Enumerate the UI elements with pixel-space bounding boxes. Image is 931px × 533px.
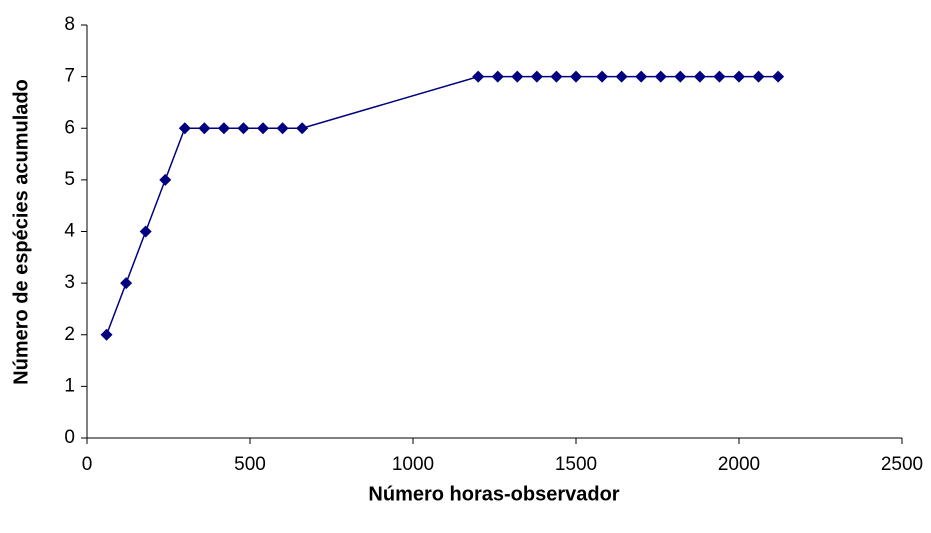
marker <box>733 70 745 83</box>
marker <box>100 328 113 341</box>
x-axis-label: Número horas-observador <box>368 483 619 505</box>
marker <box>674 70 687 83</box>
x-tick-label: 2000 <box>718 454 760 475</box>
x-tick-label: 0 <box>82 454 93 475</box>
x-tick-label: 500 <box>234 454 266 475</box>
y-tick-label: 3 <box>64 272 75 293</box>
y-tick-label: 0 <box>64 427 75 448</box>
marker <box>570 70 582 83</box>
marker <box>550 70 563 83</box>
marker <box>635 70 648 83</box>
y-axis-label: Número de espécies acumulado <box>10 79 32 385</box>
marker <box>159 173 172 186</box>
marker <box>654 70 667 83</box>
y-tick-label: 5 <box>64 169 75 190</box>
series-line <box>105 75 779 336</box>
marker <box>120 277 133 290</box>
marker <box>511 70 524 83</box>
y-tick-label: 8 <box>64 14 75 35</box>
marker <box>139 225 152 238</box>
marker <box>237 122 250 135</box>
marker <box>491 70 504 83</box>
y-tick-label: 1 <box>64 375 75 396</box>
marker <box>615 70 628 83</box>
marker <box>752 70 765 83</box>
x-tick-label: 1500 <box>555 454 597 475</box>
marker <box>530 70 543 83</box>
marker <box>178 122 191 135</box>
marker <box>198 122 211 135</box>
marker <box>296 122 309 135</box>
x-tick-label: 2500 <box>881 454 923 475</box>
y-tick-label: 2 <box>64 324 75 345</box>
y-tick-label: 6 <box>64 117 75 138</box>
marker <box>472 70 485 83</box>
marker <box>772 70 785 83</box>
marker <box>596 70 609 83</box>
marker <box>693 70 706 83</box>
y-tick-label: 7 <box>64 66 75 87</box>
marker <box>713 70 726 83</box>
y-tick-label: 4 <box>64 221 75 242</box>
marker <box>217 122 230 135</box>
x-tick-label: 1000 <box>392 454 434 475</box>
marker <box>257 122 270 135</box>
marker <box>276 122 289 135</box>
